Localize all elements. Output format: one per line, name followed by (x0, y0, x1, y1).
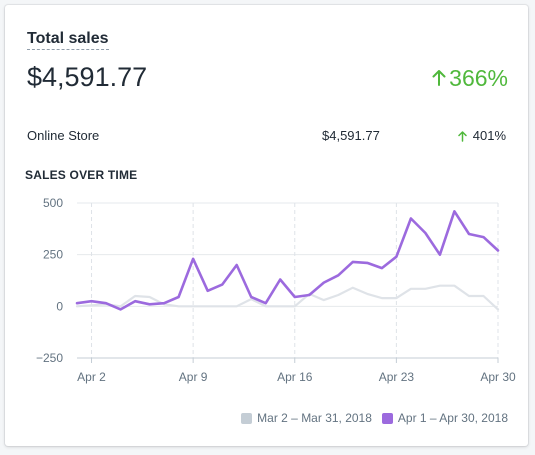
row-change-value: 401% (472, 128, 506, 143)
y-tick-label: −250 (36, 351, 63, 365)
total-sales-card: Total sales $4,591.77 366% Online Store … (5, 5, 528, 446)
sales-over-time-chart[interactable]: 500 250 0 −250 Apr 2 Apr 9 Apr 16 Apr 23 Apr 30 (5, 5, 528, 405)
legend-label-previous: Mar 2 – Mar 31, 2018 (257, 411, 372, 425)
legend-swatch-current (381, 412, 393, 424)
total-sales-value: $4,591.77 (27, 62, 148, 92)
row-value: $4,591.77 (322, 128, 380, 143)
x-tick-label: Apr 2 (77, 370, 106, 384)
x-tick-label: Apr 30 (480, 370, 516, 384)
total-change-value: 366% (449, 65, 508, 91)
section-title: SALES OVER TIME (25, 168, 138, 182)
x-tick-label: Apr 23 (379, 370, 415, 384)
legend-item-previous[interactable]: Mar 2 – Mar 31, 2018 (241, 411, 372, 425)
row-label: Online Store (27, 128, 100, 143)
y-tick-label: 500 (43, 196, 63, 210)
arrow-up-icon (432, 70, 446, 86)
x-tick-label: Apr 16 (277, 370, 313, 384)
y-tick-label: 0 (56, 299, 63, 313)
legend-item-current[interactable]: Apr 1 – Apr 30, 2018 (381, 411, 508, 425)
legend-label-current: Apr 1 – Apr 30, 2018 (397, 411, 508, 425)
arrow-up-icon (458, 130, 467, 142)
chart-legend: Mar 2 – Mar 31, 2018 Apr 1 – Apr 30, 201… (231, 411, 508, 425)
breakdown-row: Online Store $4,591.77 401% (27, 127, 506, 145)
row-change: 401% (458, 127, 506, 145)
series-line-current (75, 210, 500, 311)
x-tick-label: Apr 9 (179, 370, 208, 384)
card-title[interactable]: Total sales (27, 30, 109, 50)
series-line-previous (75, 284, 500, 311)
total-change-badge: 366% (432, 63, 508, 93)
legend-swatch-previous (241, 412, 253, 424)
y-tick-label: 250 (43, 248, 63, 262)
